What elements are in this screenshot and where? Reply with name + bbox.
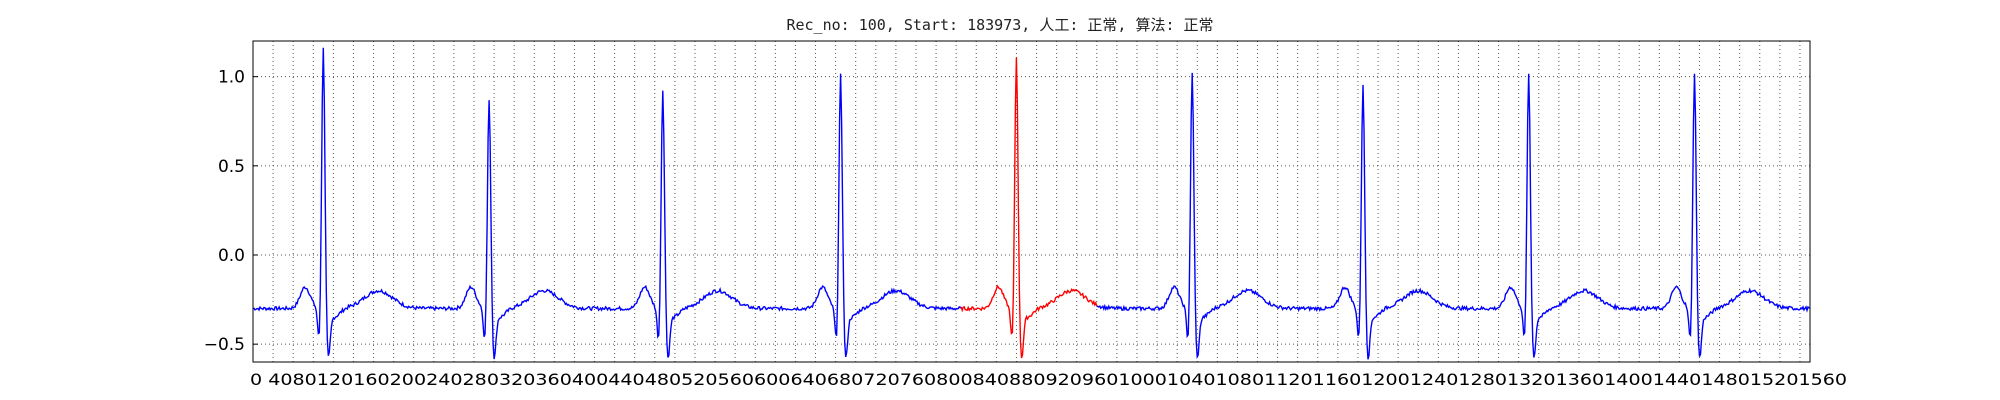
y-tick-label: 0.0: [218, 246, 245, 266]
grid-lines: [252, 41, 1810, 362]
plot-frame: [252, 40, 1811, 363]
ecg-traces: [252, 47, 1811, 360]
chart-title: Rec_no: 100, Start: 183973, 人工: 正常, 算法: …: [786, 16, 1213, 34]
y-tick-label: −0.5: [204, 335, 245, 355]
ecg-series-normal: [252, 47, 962, 360]
x-tick-labels: 0 40801201602002402803203604004404805205…: [250, 370, 1847, 389]
ecg-series-normal: [1096, 72, 1811, 360]
x-axis: 0 40801201602002402803203604004404805205…: [250, 370, 1847, 389]
y-tick-label: 0.5: [218, 157, 245, 177]
y-tick-label: 1.0: [218, 68, 245, 88]
y-axis: −0.5 0.0 0.5 1.0: [204, 68, 258, 355]
ecg-series-highlight: [960, 57, 1098, 359]
